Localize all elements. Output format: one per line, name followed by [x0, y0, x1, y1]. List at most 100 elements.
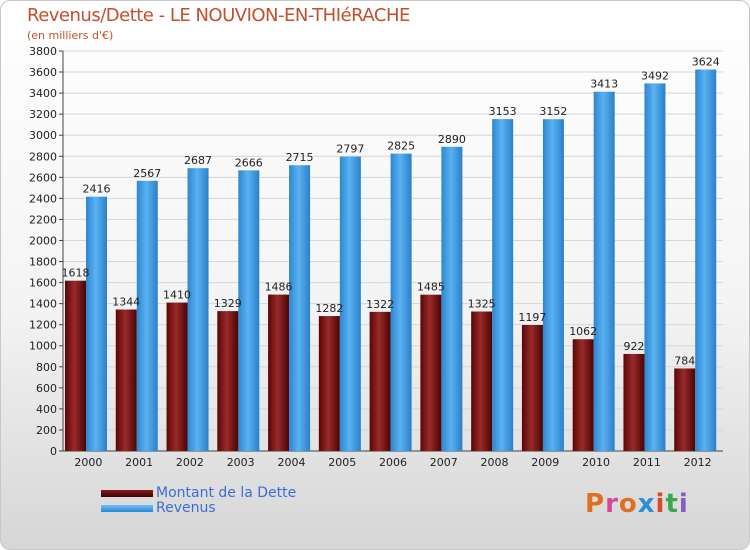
- bar-revenus: [644, 83, 666, 451]
- bar-dette: [572, 339, 594, 451]
- value-labels: 1618 2416 1344 2567 1410 2687 1329 2666 1486 2715…: [62, 56, 720, 368]
- logo-letter: x: [637, 489, 656, 519]
- bar-revenus: [238, 170, 260, 452]
- logo-letter: P: [585, 489, 606, 519]
- bar-dette: [623, 353, 645, 451]
- y-tick-label: 800: [36, 361, 57, 374]
- x-tick-label: 2005: [328, 456, 356, 469]
- x-tick-label: 2009: [531, 456, 559, 469]
- legend-swatch-dette: [101, 490, 153, 497]
- logo-letter: i: [655, 489, 666, 519]
- value-label-dette: 1325: [468, 298, 496, 311]
- y-tick-label: 1400: [29, 298, 57, 311]
- x-tick-label: 2000: [74, 456, 102, 469]
- value-label-dette: 1485: [417, 281, 445, 294]
- bar-revenus: [339, 156, 361, 451]
- y-tick-label: 3400: [29, 87, 57, 100]
- value-label-revenus: 2567: [133, 167, 161, 180]
- value-label-dette: 1282: [315, 302, 343, 315]
- x-tick-label: 2006: [379, 456, 407, 469]
- legend-label-revenus: Revenus: [156, 500, 216, 516]
- y-tick-label: 1800: [29, 256, 57, 269]
- bar-dette: [268, 294, 290, 451]
- value-label-dette: 922: [623, 340, 644, 353]
- y-tick-label: 1600: [29, 277, 57, 290]
- value-label-revenus: 2797: [336, 143, 364, 156]
- logo-letter: r: [605, 489, 619, 519]
- value-label-revenus: 3413: [590, 78, 618, 91]
- bar-dette: [521, 325, 543, 451]
- bar-revenus: [136, 180, 158, 451]
- y-tick-label: 2200: [29, 213, 57, 226]
- y-tick-label: 1200: [29, 319, 57, 332]
- logo-letter: i: [678, 489, 689, 519]
- y-tick-label: 2400: [29, 192, 57, 205]
- value-label-dette: 1322: [366, 298, 394, 311]
- bar-revenus: [542, 119, 564, 452]
- y-tick-label: 200: [36, 424, 57, 437]
- x-tick-label: 2007: [430, 456, 458, 469]
- bar-dette: [217, 311, 239, 451]
- value-label-revenus: 2416: [83, 183, 111, 196]
- value-label-revenus: 2825: [387, 140, 415, 153]
- legend-label-dette: Montant de la Dette: [156, 485, 297, 501]
- x-tick-label: 2011: [633, 456, 661, 469]
- x-tick-label: 2008: [481, 456, 509, 469]
- y-tick-label: 3600: [29, 66, 57, 79]
- value-label-revenus: 3152: [539, 105, 567, 118]
- y-tick-label: 3000: [29, 129, 57, 142]
- value-label-dette: 1344: [112, 296, 140, 309]
- x-tick-label: 2002: [176, 456, 204, 469]
- x-tick-label: 2004: [277, 456, 305, 469]
- bar-dette: [420, 294, 442, 451]
- value-label-revenus: 2687: [184, 154, 212, 167]
- value-label-dette: 1197: [518, 311, 546, 324]
- bar-dette: [65, 280, 86, 451]
- bar-revenus: [187, 168, 209, 451]
- y-tick-label: 3800: [29, 45, 57, 58]
- x-tick-label: 2010: [582, 456, 610, 469]
- logo-letter: t: [665, 489, 679, 519]
- value-label-revenus: 2890: [438, 133, 466, 146]
- bars: [65, 69, 717, 452]
- y-tick-label: 2800: [29, 150, 57, 163]
- y-tick-label: 3200: [29, 108, 57, 121]
- bar-dette: [471, 311, 493, 451]
- x-tick-label: 2001: [125, 456, 153, 469]
- y-tick-label: 2600: [29, 171, 57, 184]
- value-label-revenus: 2715: [286, 151, 314, 164]
- value-label-dette: 1062: [569, 325, 597, 338]
- bar-revenus: [695, 69, 717, 452]
- value-label-dette: 1410: [163, 289, 191, 302]
- legend-swatch-revenus: [101, 505, 153, 512]
- proxiti-logo: Proxiti: [585, 489, 689, 519]
- y-tick-label: 600: [36, 382, 57, 395]
- value-label-revenus: 3624: [692, 56, 720, 69]
- y-tick-label: 0: [50, 445, 57, 458]
- y-tick-label: 2000: [29, 234, 57, 247]
- value-label-dette: 784: [674, 354, 695, 367]
- bar-revenus: [593, 91, 615, 451]
- value-label-revenus: 3492: [641, 69, 669, 82]
- bar-revenus: [86, 196, 107, 451]
- bar-revenus: [441, 146, 463, 451]
- x-tick-label: 2012: [684, 456, 712, 469]
- value-label-revenus: 3153: [489, 105, 517, 118]
- y-tick-label: 400: [36, 403, 57, 416]
- value-label-dette: 1486: [265, 281, 293, 294]
- bar-dette: [166, 302, 188, 451]
- bar-revenus: [390, 153, 412, 451]
- logo-letter: o: [618, 489, 638, 519]
- x-tick-label: 2003: [227, 456, 255, 469]
- chart-subtitle: (en milliers d'€): [27, 29, 114, 42]
- value-label-revenus: 2666: [235, 156, 263, 169]
- bar-revenus: [289, 165, 311, 452]
- bar-dette: [674, 368, 696, 451]
- bar-revenus: [492, 119, 514, 452]
- bar-dette: [318, 316, 340, 451]
- value-label-dette: 1618: [62, 267, 90, 280]
- bar-dette: [369, 311, 391, 451]
- bar-dette: [115, 309, 137, 451]
